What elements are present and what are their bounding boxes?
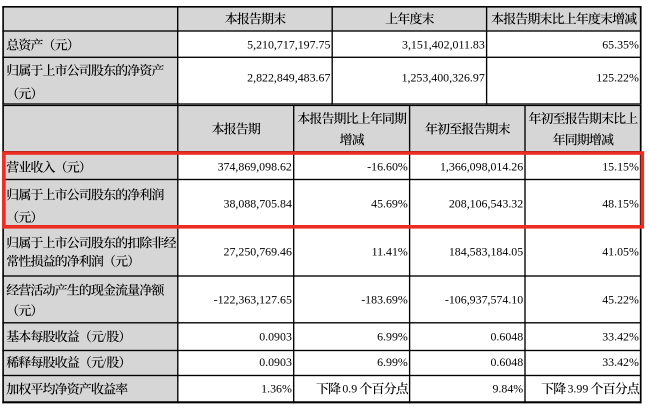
svg-text:/: / (103, 329, 107, 343)
svg-text:41.05%: 41.05% (602, 244, 639, 258)
svg-text:9.84%: 9.84% (492, 381, 523, 395)
svg-text:0.0903: 0.0903 (259, 355, 292, 369)
svg-text:6.99%: 6.99% (377, 355, 408, 369)
svg-text:/: / (103, 355, 107, 369)
svg-text:1.36%: 1.36% (261, 381, 292, 395)
svg-text:5,210,717,197.75: 5,210,717,197.75 (247, 38, 330, 52)
svg-text:33.42%: 33.42% (602, 355, 639, 369)
svg-text:0.6048: 0.6048 (490, 355, 523, 369)
svg-text:-16.60%: -16.60% (367, 159, 408, 173)
svg-text:-183.69%: -183.69% (361, 293, 408, 307)
svg-text:-122,363,127.65: -122,363,127.65 (214, 293, 292, 307)
svg-text:208,106,543.32: 208,106,543.32 (449, 196, 523, 210)
svg-text:6.99%: 6.99% (377, 329, 408, 343)
svg-text:45.69%: 45.69% (371, 196, 408, 210)
svg-text:2,822,849,483.67: 2,822,849,483.67 (247, 71, 330, 85)
svg-text:38,088,705.84: 38,088,705.84 (224, 196, 292, 210)
svg-text:45.22%: 45.22% (602, 293, 639, 307)
svg-text:0.0903: 0.0903 (259, 329, 292, 343)
svg-text:125.22%: 125.22% (596, 71, 639, 85)
svg-text:48.15%: 48.15% (602, 196, 639, 210)
svg-text:3.99: 3.99 (567, 381, 588, 395)
svg-text:27,250,769.46: 27,250,769.46 (224, 244, 292, 258)
svg-text:184,583,184.05: 184,583,184.05 (449, 244, 523, 258)
svg-text:11.41%: 11.41% (372, 244, 408, 258)
svg-text:0.9: 0.9 (342, 381, 357, 395)
svg-text:-106,937,574.10: -106,937,574.10 (445, 293, 523, 307)
svg-text:1,366,098,014.26: 1,366,098,014.26 (440, 159, 523, 173)
svg-text:374,869,098.62: 374,869,098.62 (218, 159, 292, 173)
svg-text:15.15%: 15.15% (602, 159, 639, 173)
svg-text:3,151,402,011.83: 3,151,402,011.83 (402, 38, 485, 52)
svg-text:65.35%: 65.35% (602, 38, 639, 52)
svg-text:33.42%: 33.42% (602, 329, 639, 343)
svg-text:0.6048: 0.6048 (490, 329, 523, 343)
svg-text:1,253,400,326.97: 1,253,400,326.97 (402, 71, 485, 85)
